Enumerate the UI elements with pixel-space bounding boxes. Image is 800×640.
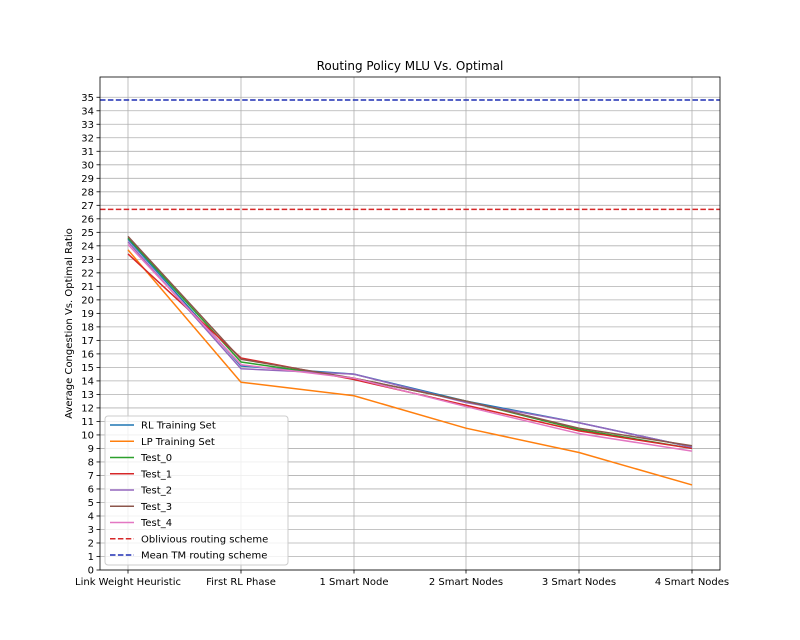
series-line-4 <box>127 241 693 448</box>
chart-title: Routing Policy MLU Vs. Optimal <box>317 59 504 73</box>
x-tick-label: 4 Smart Nodes <box>655 577 729 588</box>
legend-label: Test_3 <box>140 502 172 513</box>
legend-label: RL Training Set <box>141 421 216 432</box>
legend-label: Test_2 <box>140 486 172 497</box>
series-lines <box>100 99 720 486</box>
y-tick-label: 16 <box>81 349 94 360</box>
legend-label: Test_1 <box>140 469 172 480</box>
y-tick-label: 19 <box>81 309 94 320</box>
y-tick-label: 21 <box>81 282 94 293</box>
legend-box <box>104 415 289 566</box>
legend-label: Test_0 <box>140 453 172 464</box>
x-axis-ticks: Link Weight Heuristic First RL Phase 1 Sma… <box>75 570 729 588</box>
y-tick-label: 18 <box>81 322 94 333</box>
y-tick-label: 7 <box>88 471 94 482</box>
legend-label: Oblivious routing scheme <box>141 534 268 545</box>
legend-label: Mean TM routing scheme <box>141 551 267 562</box>
y-tick-label: 0 <box>88 566 94 577</box>
y-tick-label: 13 <box>81 390 94 401</box>
y-tick-label: 17 <box>81 336 94 347</box>
y-tick-label: 9 <box>88 444 94 455</box>
y-tick-label: 33 <box>81 120 94 131</box>
y-tick-label: 1 <box>88 552 94 563</box>
y-tick-label: 4 <box>88 511 94 522</box>
legend-label: LP Training Set <box>141 437 215 448</box>
x-tick-label: 2 Smart Nodes <box>429 577 503 588</box>
y-tick-label: 28 <box>81 187 94 198</box>
x-tick-label: 1 Smart Node <box>319 577 388 588</box>
y-tick-label: 22 <box>81 268 94 279</box>
y-tick-label: 11 <box>81 417 94 428</box>
y-axis-title: Average Congestion Vs. Optimal Ratio <box>64 228 75 419</box>
legend-items: RL Training Set LP Training Set Test_0 Test… <box>110 421 268 562</box>
series-line-1 <box>127 249 693 486</box>
plot-frame <box>99 76 721 571</box>
series-line-5 <box>127 235 693 447</box>
y-tick-label: 2 <box>88 538 94 549</box>
y-tick-label: 30 <box>81 160 94 171</box>
y-tick-label: 29 <box>81 174 94 185</box>
y-tick-label: 3 <box>88 525 94 536</box>
y-tick-label: 6 <box>88 484 94 495</box>
y-tick-label: 26 <box>81 214 94 225</box>
y-tick-label: 15 <box>81 363 94 374</box>
legend-label: Test_4 <box>140 518 172 529</box>
y-tick-label: 10 <box>81 430 94 441</box>
y-tick-label: 32 <box>81 133 94 144</box>
x-tick-label: 3 Smart Nodes <box>542 577 616 588</box>
y-tick-label: 25 <box>81 228 94 239</box>
y-tick-label: 5 <box>88 498 94 509</box>
y-tick-label: 24 <box>81 241 94 252</box>
x-tick-label: Link Weight Heuristic <box>75 577 181 588</box>
y-axis-ticks: 0123456789101112131415161718192021222324… <box>81 93 100 577</box>
y-tick-label: 31 <box>81 147 94 158</box>
y-tick-label: 27 <box>81 201 94 212</box>
series-line-6 <box>127 243 693 452</box>
y-tick-label: 35 <box>81 93 94 104</box>
legend: RL Training Set LP Training Set Test_0 Test… <box>104 415 289 566</box>
y-tick-label: 12 <box>81 403 94 414</box>
y-tick-label: 34 <box>81 106 94 117</box>
y-tick-label: 14 <box>81 376 94 387</box>
y-tick-label: 20 <box>81 295 94 306</box>
y-tick-label: 8 <box>88 457 94 468</box>
y-tick-label: 23 <box>81 255 94 266</box>
x-tick-label: First RL Phase <box>206 577 276 588</box>
